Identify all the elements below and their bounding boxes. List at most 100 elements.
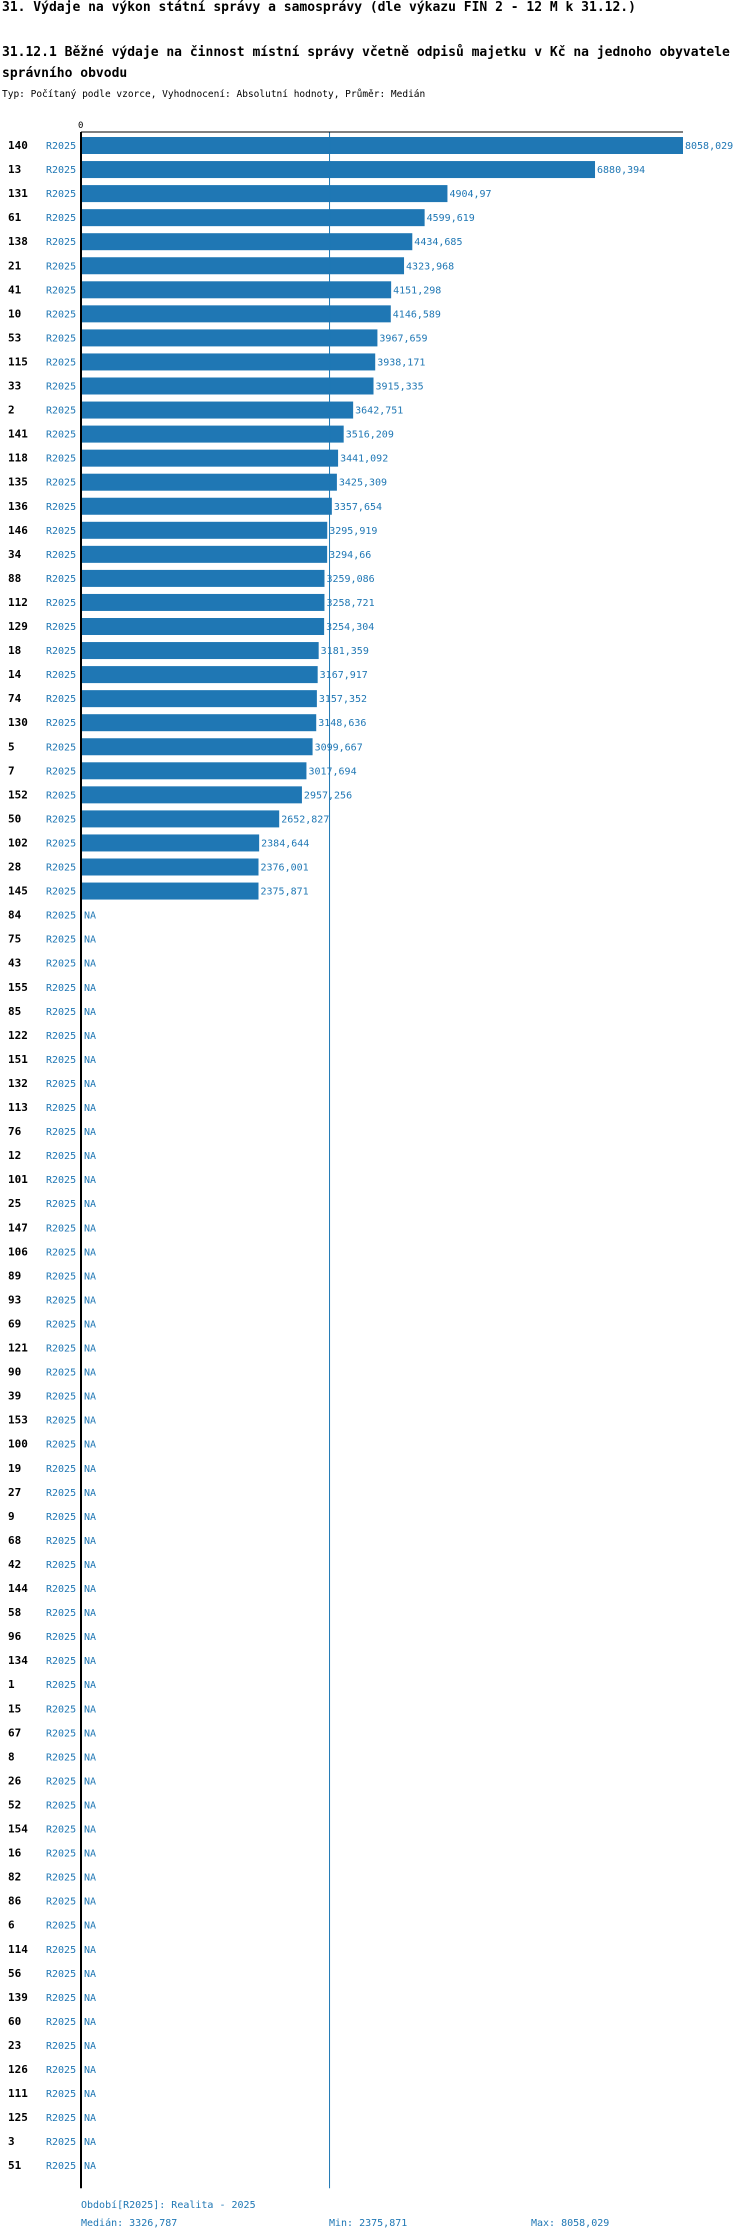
series-label: R2025 bbox=[46, 1680, 76, 1691]
data-label-na: NA bbox=[84, 2041, 96, 2052]
data-label-na: NA bbox=[84, 935, 96, 946]
series-label: R2025 bbox=[46, 2017, 76, 2028]
row-label: 39 bbox=[8, 1390, 21, 1403]
page-title: 31. Výdaje na výkon státní správy a samo… bbox=[2, 0, 636, 15]
row-label: 153 bbox=[8, 1414, 28, 1427]
row-label: 43 bbox=[8, 957, 21, 970]
row-label: 90 bbox=[8, 1366, 21, 1379]
data-label: 4323,968 bbox=[406, 261, 454, 272]
data-label-na: NA bbox=[84, 1319, 96, 1330]
row-label: 138 bbox=[8, 235, 28, 248]
data-label: 3167,917 bbox=[320, 670, 368, 681]
data-label: 4146,589 bbox=[393, 309, 441, 320]
series-label: R2025 bbox=[46, 141, 76, 152]
bar bbox=[81, 738, 313, 756]
row-label: 126 bbox=[8, 2063, 28, 2076]
row-label: 34 bbox=[8, 548, 22, 561]
row-label: 15 bbox=[8, 1702, 21, 1715]
series-label: R2025 bbox=[46, 1151, 76, 1162]
bar bbox=[81, 642, 319, 660]
series-label: R2025 bbox=[46, 1392, 76, 1403]
row-label: 1 bbox=[8, 1678, 15, 1691]
series-label: R2025 bbox=[46, 165, 76, 176]
row-label: 145 bbox=[8, 885, 28, 898]
series-label: R2025 bbox=[46, 1632, 76, 1643]
row-label: 84 bbox=[8, 909, 22, 922]
data-label: 3099,667 bbox=[315, 742, 363, 753]
data-label: 3258,721 bbox=[326, 598, 374, 609]
row-label: 112 bbox=[8, 596, 28, 609]
row-label: 155 bbox=[8, 981, 28, 994]
series-label: R2025 bbox=[46, 357, 76, 368]
row-label: 50 bbox=[8, 812, 21, 825]
bar bbox=[81, 257, 405, 275]
data-label: 3967,659 bbox=[379, 333, 427, 344]
series-label: R2025 bbox=[46, 237, 76, 248]
row-label: 19 bbox=[8, 1462, 21, 1475]
data-label-na: NA bbox=[84, 959, 96, 970]
row-label: 141 bbox=[8, 428, 28, 441]
series-label: R2025 bbox=[46, 526, 76, 537]
row-label: 114 bbox=[8, 1943, 28, 1956]
row-label: 10 bbox=[8, 307, 21, 320]
row-label: 56 bbox=[8, 1967, 22, 1980]
data-label-na: NA bbox=[84, 2161, 96, 2172]
series-label: R2025 bbox=[46, 1031, 76, 1042]
bar bbox=[81, 521, 328, 539]
bar bbox=[81, 185, 448, 203]
data-label-na: NA bbox=[84, 2137, 96, 2148]
data-label: 8058,029 bbox=[685, 141, 733, 152]
series-label: R2025 bbox=[46, 502, 76, 513]
series-label: R2025 bbox=[46, 309, 76, 320]
series-label: R2025 bbox=[46, 1247, 76, 1258]
row-label: 26 bbox=[8, 1774, 22, 1787]
row-label: 3 bbox=[8, 2135, 15, 2148]
row-label: 53 bbox=[8, 331, 21, 344]
row-label: 27 bbox=[8, 1486, 21, 1499]
series-label: R2025 bbox=[46, 911, 76, 922]
series-label: R2025 bbox=[46, 1199, 76, 1210]
row-label: 58 bbox=[8, 1606, 21, 1619]
row-label: 69 bbox=[8, 1317, 21, 1330]
series-label: R2025 bbox=[46, 622, 76, 633]
data-label-na: NA bbox=[84, 1560, 96, 1571]
bar bbox=[81, 305, 391, 323]
data-label-na: NA bbox=[84, 1079, 96, 1090]
series-label: R2025 bbox=[46, 1440, 76, 1451]
bar bbox=[81, 714, 317, 732]
data-label: 3441,092 bbox=[340, 454, 388, 465]
data-label: 3254,304 bbox=[326, 622, 374, 633]
bar bbox=[81, 618, 325, 635]
series-label: R2025 bbox=[46, 1079, 76, 1090]
row-label: 68 bbox=[8, 1534, 21, 1547]
data-label-na: NA bbox=[84, 2065, 96, 2076]
row-label: 154 bbox=[8, 1823, 28, 1836]
footer-max: Max: 8058,029 bbox=[531, 2218, 610, 2229]
data-label: 3294,66 bbox=[329, 550, 371, 561]
row-label: 60 bbox=[8, 2015, 21, 2028]
row-label: 130 bbox=[8, 716, 28, 729]
series-label: R2025 bbox=[46, 1825, 76, 1836]
bar bbox=[81, 786, 302, 804]
row-label: 146 bbox=[8, 524, 28, 537]
series-label: R2025 bbox=[46, 213, 76, 224]
bar bbox=[81, 209, 425, 227]
series-label: R2025 bbox=[46, 766, 76, 777]
data-label: 4904,97 bbox=[449, 189, 491, 200]
row-label: 100 bbox=[8, 1438, 28, 1451]
data-label: 3157,352 bbox=[319, 694, 367, 705]
series-label: R2025 bbox=[46, 261, 76, 272]
data-label-na: NA bbox=[84, 1945, 96, 1956]
row-label: 152 bbox=[8, 788, 28, 801]
series-label: R2025 bbox=[46, 2065, 76, 2076]
row-label: 74 bbox=[8, 692, 22, 705]
series-label: R2025 bbox=[46, 1873, 76, 1884]
data-label-na: NA bbox=[84, 1704, 96, 1715]
series-label: R2025 bbox=[46, 1055, 76, 1066]
data-label-na: NA bbox=[84, 1752, 96, 1763]
bar bbox=[81, 137, 683, 154]
row-label: 13 bbox=[8, 163, 21, 176]
row-label: 82 bbox=[8, 1871, 21, 1884]
data-label: 6880,394 bbox=[597, 165, 645, 176]
data-label-na: NA bbox=[84, 1440, 96, 1451]
